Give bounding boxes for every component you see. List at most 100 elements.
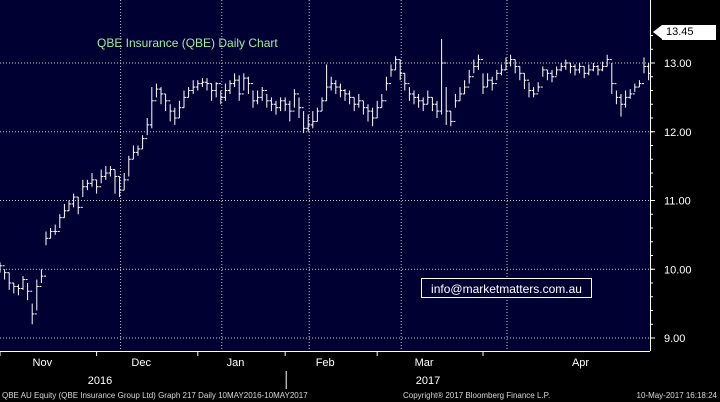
ohlc-bar <box>458 87 462 102</box>
ohlc-bar <box>522 72 527 90</box>
ohlc-bar <box>623 90 628 108</box>
plot-svg <box>0 0 650 351</box>
ohlc-bar <box>550 69 554 83</box>
y-axis: 9.00 10.00 11.00 12.00 13.00 <box>650 0 720 351</box>
ohlc-bar <box>568 62 573 74</box>
ohlc-bar <box>632 83 637 95</box>
plot-area: QBE Insurance (QBE) Daily Chart info@mar… <box>0 0 650 351</box>
ohlc-bar <box>425 90 430 105</box>
ohlc-bar <box>324 64 329 102</box>
ohlc-bar <box>306 114 311 132</box>
ohlc-bar <box>366 104 370 122</box>
ohlc-bar <box>310 111 315 129</box>
ohlc-bar <box>25 279 30 301</box>
ohlc-bar <box>85 179 90 191</box>
ohlc-bar <box>145 118 150 140</box>
x-month-label: Feb <box>316 357 335 369</box>
ohlc-bar <box>343 89 347 101</box>
ohlc-bar <box>301 107 306 134</box>
ohlc-bar <box>251 83 255 108</box>
ohlc-bar <box>195 80 200 91</box>
chart-title: QBE Insurance (QBE) Daily Chart <box>97 36 278 50</box>
ohlc-bar <box>333 80 338 94</box>
ohlc-bar <box>485 73 490 88</box>
ohlc-bar <box>34 279 39 315</box>
last-price-arrow <box>653 25 662 39</box>
y-tick-label: 10.00 <box>664 264 692 276</box>
ohlc-bar <box>596 65 600 76</box>
ohlc-bar <box>398 59 403 81</box>
ohlc-bar <box>444 62 449 125</box>
ohlc-bar <box>108 166 113 177</box>
ohlc-bar <box>292 89 297 112</box>
ohlc-bar <box>39 269 44 287</box>
footer-bar: QBE AU Equity (QBE Insurance Group Ltd) … <box>0 389 720 402</box>
ohlc-bar <box>11 282 16 294</box>
ohlc-bar <box>163 93 168 112</box>
x-month-label: Nov <box>33 357 53 369</box>
ohlc-bar <box>57 214 62 232</box>
x-axis-svg: Nov Dec Jan Feb Mar Apr 2016 2017 <box>0 351 650 389</box>
ohlc-bar <box>232 73 237 88</box>
ohlc-bar <box>223 83 228 101</box>
ohlc-bar <box>136 145 140 156</box>
footer-security-info: QBE AU Equity (QBE Insurance Group Ltd) … <box>2 391 308 400</box>
ohlc-bar <box>218 83 223 105</box>
ohlc-bar <box>402 72 407 91</box>
ohlc-bar <box>347 90 352 105</box>
ohlc-bar <box>241 73 246 95</box>
last-price-tag: 13.45 <box>662 25 716 40</box>
ohlc-bar <box>600 61 605 72</box>
ohlc-bar <box>103 166 108 180</box>
ohlc-bar <box>7 272 12 290</box>
ohlc-bar <box>448 110 453 127</box>
ohlc-bar <box>264 90 269 108</box>
ohlc-bar <box>573 64 577 76</box>
ohlc-bar <box>462 80 467 95</box>
x-month-label: Apr <box>572 357 589 369</box>
ohlc-bar <box>90 173 94 187</box>
ohlc-bar <box>531 87 536 98</box>
ohlc-bar <box>113 169 117 194</box>
ohlc-bar <box>361 100 366 115</box>
ohlc-bar <box>159 87 163 105</box>
ohlc-bar <box>393 56 398 71</box>
ohlc-bar <box>99 169 104 188</box>
ohlc-bar <box>370 107 375 127</box>
ohlc-bar <box>527 79 531 98</box>
ohlc-bar <box>439 38 444 115</box>
ohlc-bar <box>53 224 58 235</box>
ohlc-bar <box>237 75 242 101</box>
ohlc-bar <box>48 228 53 239</box>
ohlc-bar <box>490 76 495 91</box>
x-month-label: Mar <box>415 357 434 369</box>
ohlc-bar <box>536 82 541 95</box>
ohlc-bar <box>352 96 357 112</box>
ohlc-bar <box>628 89 633 99</box>
ohlc-bar <box>559 63 564 72</box>
ohlc-bar <box>200 78 205 88</box>
ohlc-bar <box>297 93 301 118</box>
ohlc-bar <box>274 100 278 115</box>
x-month-label: Jan <box>227 357 245 369</box>
y-tick-label: 11.00 <box>664 196 691 208</box>
x-year-label: 2017 <box>416 375 440 387</box>
ohlc-bar <box>513 59 518 74</box>
ohlc-bar <box>504 57 508 71</box>
footer-timestamp: 10-May-2017 16:18:24 <box>636 391 718 400</box>
ohlc-bar <box>0 262 2 273</box>
ohlc-bar <box>379 93 384 109</box>
ohlc-bar <box>481 59 485 94</box>
ohlc-bar <box>16 284 21 296</box>
ohlc-bar <box>412 90 416 105</box>
ohlc-bar <box>499 64 504 76</box>
ohlc-bar <box>255 90 260 105</box>
ohlc-bar <box>540 66 545 88</box>
ohlc-bar <box>182 90 186 109</box>
ohlc-bar <box>421 97 426 112</box>
ohlc-bar <box>191 80 196 94</box>
y-tick-label: 12.00 <box>664 127 692 139</box>
ohlc-bar <box>384 76 389 102</box>
ohlc-bar <box>214 82 219 98</box>
ohlc-bar <box>545 69 550 81</box>
